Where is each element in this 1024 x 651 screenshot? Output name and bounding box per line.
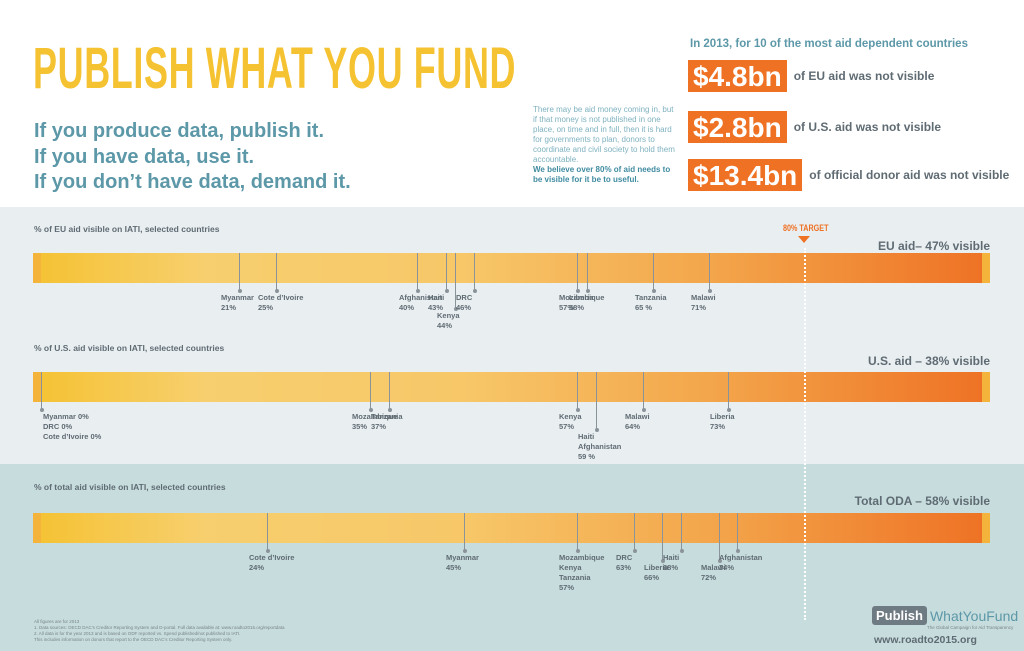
target-line xyxy=(804,248,806,620)
chart-0-data-label: DRC 46% xyxy=(456,293,473,312)
chart-0-data-label: Malawi 71% xyxy=(691,293,716,312)
chart-2-data-label: Myanmar 45% xyxy=(446,553,479,572)
chart-1-data-label: Kenya 57% xyxy=(559,412,582,431)
chart-2-data-label: Haiti 68% xyxy=(663,553,680,572)
chart-1-data-label: Mozambique 35% xyxy=(352,412,398,431)
chart-2-bar-cap-left xyxy=(33,513,41,543)
tagline-1: If you produce data, publish it. xyxy=(34,120,325,142)
chart-2-marker xyxy=(735,513,740,553)
chart-2-data-label: Afghanistan 74% xyxy=(719,553,763,572)
chart-1-data-label: Myanmar 0% DRC 0% Cote d’Ivoire 0% xyxy=(43,412,102,441)
chart-1-marker xyxy=(575,372,580,412)
chart-0-data-label: Afghanistan 40% xyxy=(399,293,443,312)
chart-1-bar xyxy=(33,372,990,402)
chart-2-marker xyxy=(660,513,665,563)
chart-0-data-label: Tanzania 65 % xyxy=(635,293,667,312)
chart-2-marker xyxy=(462,513,467,553)
chart-0-marker xyxy=(472,253,477,293)
chart-0-marker xyxy=(274,253,279,293)
tagline-3: If you don’t have data, demand it. xyxy=(34,171,351,193)
chart-0-bar-label: EU aid– 47% visible xyxy=(877,239,990,253)
chart-1-data-label: Tanzania 37% xyxy=(371,412,403,431)
chart-0-data-label: Mozambique 57% xyxy=(559,293,605,312)
chart-2-marker xyxy=(632,513,637,553)
chart-0-title: % of EU aid visible on IATI, selected co… xyxy=(34,224,220,234)
chart-0-marker xyxy=(237,253,242,293)
chart-0-data-label: Haiti 43% xyxy=(428,293,445,312)
stat-us-amount: $2.8bn xyxy=(688,111,787,143)
target-arrow-icon xyxy=(798,236,810,243)
chart-0-bar xyxy=(33,253,990,283)
chart-band-top xyxy=(0,207,1024,464)
stat-us-text: of U.S. aid was not visible xyxy=(793,120,942,134)
chart-0-marker xyxy=(707,253,712,293)
chart-2-title: % of total aid visible on IATI, selected… xyxy=(34,482,226,492)
stats-header: In 2013, for 10 of the most aid dependen… xyxy=(690,38,968,50)
stat-eu: $4.8bn of EU aid was not visible xyxy=(688,60,934,92)
chart-1-bar-label: U.S. aid – 38% visible xyxy=(867,354,990,368)
chart-0-marker xyxy=(415,253,420,293)
chart-2-marker xyxy=(717,513,722,563)
chart-2-bar xyxy=(33,513,990,543)
chart-2-bar-cap-right xyxy=(982,513,990,543)
chart-2-data-label: Liberia 66% xyxy=(644,563,669,582)
chart-2-marker xyxy=(265,513,270,553)
chart-2-marker xyxy=(575,513,580,553)
chart-1-marker xyxy=(594,372,599,432)
chart-1-bar-cap-left xyxy=(33,372,41,402)
chart-2-marker xyxy=(679,513,684,553)
chart-1-marker xyxy=(387,372,392,412)
chart-0-bar-cap-left xyxy=(33,253,41,283)
chart-0-marker xyxy=(575,253,580,293)
logo-publish: Publish xyxy=(872,606,927,625)
logo-rest: WhatYouFund xyxy=(929,607,1019,624)
chart-0-data-label: Cote d’Ivoire 25% xyxy=(258,293,304,312)
stat-eu-text: of EU aid was not visible xyxy=(793,69,935,83)
chart-1-marker xyxy=(39,372,44,412)
target-label: 80% TARGET xyxy=(783,223,829,233)
stat-eu-amount: $4.8bn xyxy=(688,60,787,92)
stat-oda: $13.4bn of official donor aid was not vi… xyxy=(688,159,1009,191)
chart-0-marker xyxy=(444,253,449,293)
chart-band-total xyxy=(0,464,1024,651)
intro-note-bold: We believe over 80% of aid needs to be v… xyxy=(533,165,671,184)
stat-oda-text: of official donor aid was not visible xyxy=(809,168,1010,182)
chart-0-marker xyxy=(585,253,590,293)
chart-0-marker xyxy=(651,253,656,293)
page-title: PUBLISH WHAT YOU FUND xyxy=(33,36,517,101)
footnotes: All figures are for 2013 1. Data sources… xyxy=(34,619,285,642)
logo: Publish WhatYouFund xyxy=(872,606,1018,625)
chart-1-marker xyxy=(726,372,731,412)
chart-0-data-label: Kenya 44% xyxy=(437,311,460,330)
stat-oda-amount: $13.4bn xyxy=(688,159,803,191)
chart-1-data-label: Liberia 73% xyxy=(710,412,735,431)
chart-1-marker xyxy=(368,372,373,412)
chart-0-bar-cap-right xyxy=(982,253,990,283)
intro-note-text: There may be aid money coming in, but if… xyxy=(533,105,675,164)
chart-2-data-label: DRC 63% xyxy=(616,553,633,572)
chart-1-data-label: Haiti Afghanistan 59 % xyxy=(578,432,622,461)
chart-1-marker xyxy=(641,372,646,412)
chart-1-bar-cap-right xyxy=(982,372,990,402)
chart-2-data-label: Cote d’Ivoire 24% xyxy=(249,553,295,572)
chart-2-data-label: Mozambique Kenya Tanzania 57% xyxy=(559,553,605,592)
chart-2-bar-label: Total ODA – 58% visible xyxy=(854,494,990,508)
logo-sub: The Global Campaign for Aid Transparency xyxy=(927,625,1014,630)
site-url: www.roadto2015.org xyxy=(874,634,977,646)
chart-0-data-label: Myanmar 21% xyxy=(221,293,254,312)
chart-2-data-label: Malawi 72% xyxy=(701,563,726,582)
stat-us: $2.8bn of U.S. aid was not visible xyxy=(688,111,941,143)
chart-0-data-label: Liberia 58% xyxy=(569,293,594,312)
chart-0-marker xyxy=(453,253,458,311)
chart-1-data-label: Malawi 64% xyxy=(625,412,650,431)
chart-1-title: % of U.S. aid visible on IATI, selected … xyxy=(34,343,225,353)
intro-note: There may be aid money coming in, but if… xyxy=(533,105,675,185)
tagline-2: If you have data, use it. xyxy=(34,146,255,168)
